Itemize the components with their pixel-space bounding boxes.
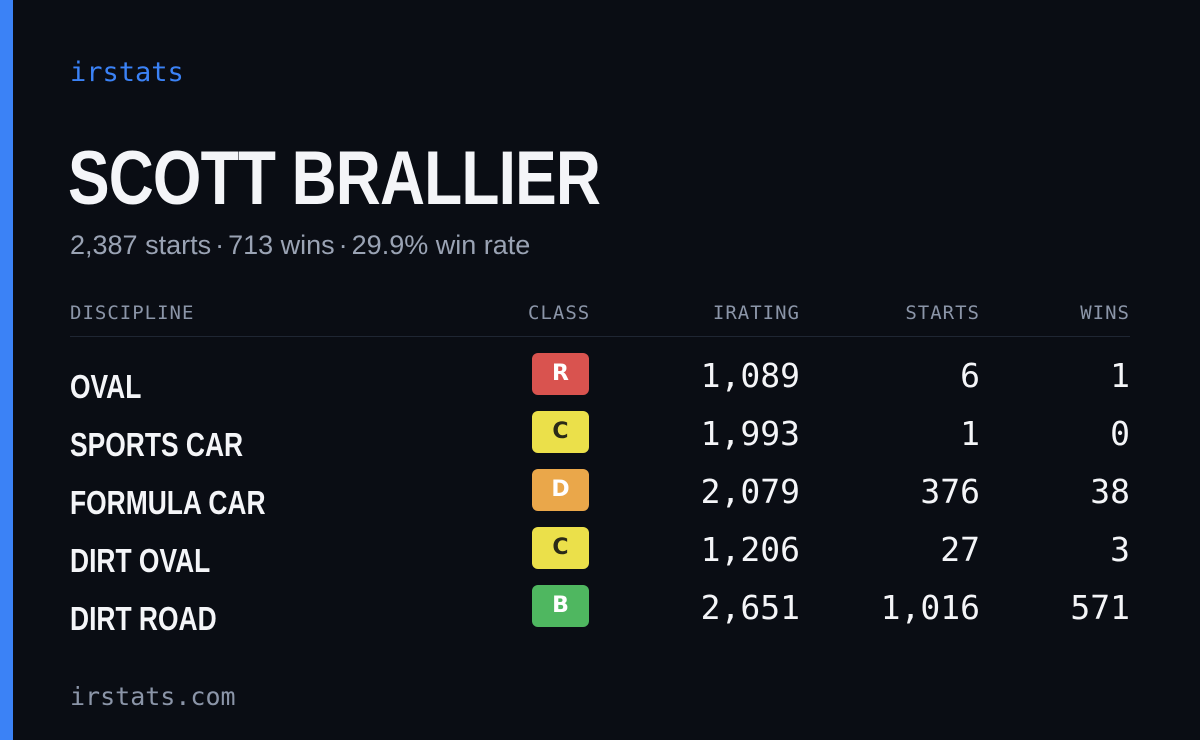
class-badge: D: [532, 469, 589, 511]
discipline-name: DIRT OVAL: [70, 542, 211, 579]
table-row: SPORTS CAR C 1,993 1 0: [70, 411, 1130, 469]
wins-summary: 713 wins: [228, 230, 335, 260]
class-badge: C: [532, 411, 589, 453]
table-row: DIRT OVAL C 1,206 27 3: [70, 527, 1130, 585]
wins-value: 3: [1110, 530, 1130, 569]
irating-value: 1,089: [700, 356, 800, 395]
starts-value: 6: [960, 356, 980, 395]
irating-value: 2,079: [700, 472, 800, 511]
table-row: FORMULA CAR D 2,079 376 38: [70, 469, 1130, 527]
win-rate-summary: 29.9% win rate: [351, 230, 531, 260]
table-body: OVAL R 1,089 6 1 SPORTS CAR C 1,993 1 0 …: [70, 337, 1130, 643]
driver-summary: 2,387 starts · 713 wins · 29.9% win rate: [70, 229, 530, 261]
irating-value: 1,993: [700, 414, 800, 453]
discipline-name: OVAL: [70, 368, 142, 405]
wins-value: 1: [1110, 356, 1130, 395]
table-row: OVAL R 1,089 6 1: [70, 353, 1130, 411]
header-starts: STARTS: [905, 302, 980, 324]
separator-dot: ·: [338, 230, 348, 260]
starts-value: 1,016: [880, 588, 980, 627]
driver-name: SCOTT BRALLIER: [68, 136, 601, 221]
header-class: CLASS: [528, 302, 591, 324]
irating-value: 2,651: [700, 588, 800, 627]
header-irating: IRATING: [712, 302, 800, 324]
starts-value: 1: [960, 414, 980, 453]
starts-value: 376: [920, 472, 980, 511]
footer-url: irstats.com: [70, 682, 236, 711]
discipline-name: FORMULA CAR: [70, 484, 266, 521]
discipline-name: SPORTS CAR: [70, 426, 244, 463]
separator-dot: ·: [215, 230, 225, 260]
accent-bar: [0, 0, 13, 740]
irating-value: 1,206: [700, 530, 800, 569]
table-row: DIRT ROAD B 2,651 1,016 571: [70, 585, 1130, 643]
wins-value: 38: [1090, 472, 1130, 511]
header-wins: WINS: [1080, 302, 1130, 324]
wins-value: 0: [1110, 414, 1130, 453]
brand-logo-text: irstats: [70, 57, 184, 88]
class-badge: C: [532, 527, 589, 569]
discipline-name: DIRT ROAD: [70, 600, 217, 637]
class-badge: B: [532, 585, 589, 627]
discipline-table: DISCIPLINE CLASS IRATING STARTS WINS OVA…: [70, 298, 1130, 643]
header-discipline: DISCIPLINE: [70, 302, 195, 324]
starts-summary: 2,387 starts: [70, 230, 212, 260]
wins-value: 571: [1070, 588, 1130, 627]
table-header: DISCIPLINE CLASS IRATING STARTS WINS: [70, 298, 1130, 337]
class-badge: R: [532, 353, 589, 395]
starts-value: 27: [940, 530, 980, 569]
